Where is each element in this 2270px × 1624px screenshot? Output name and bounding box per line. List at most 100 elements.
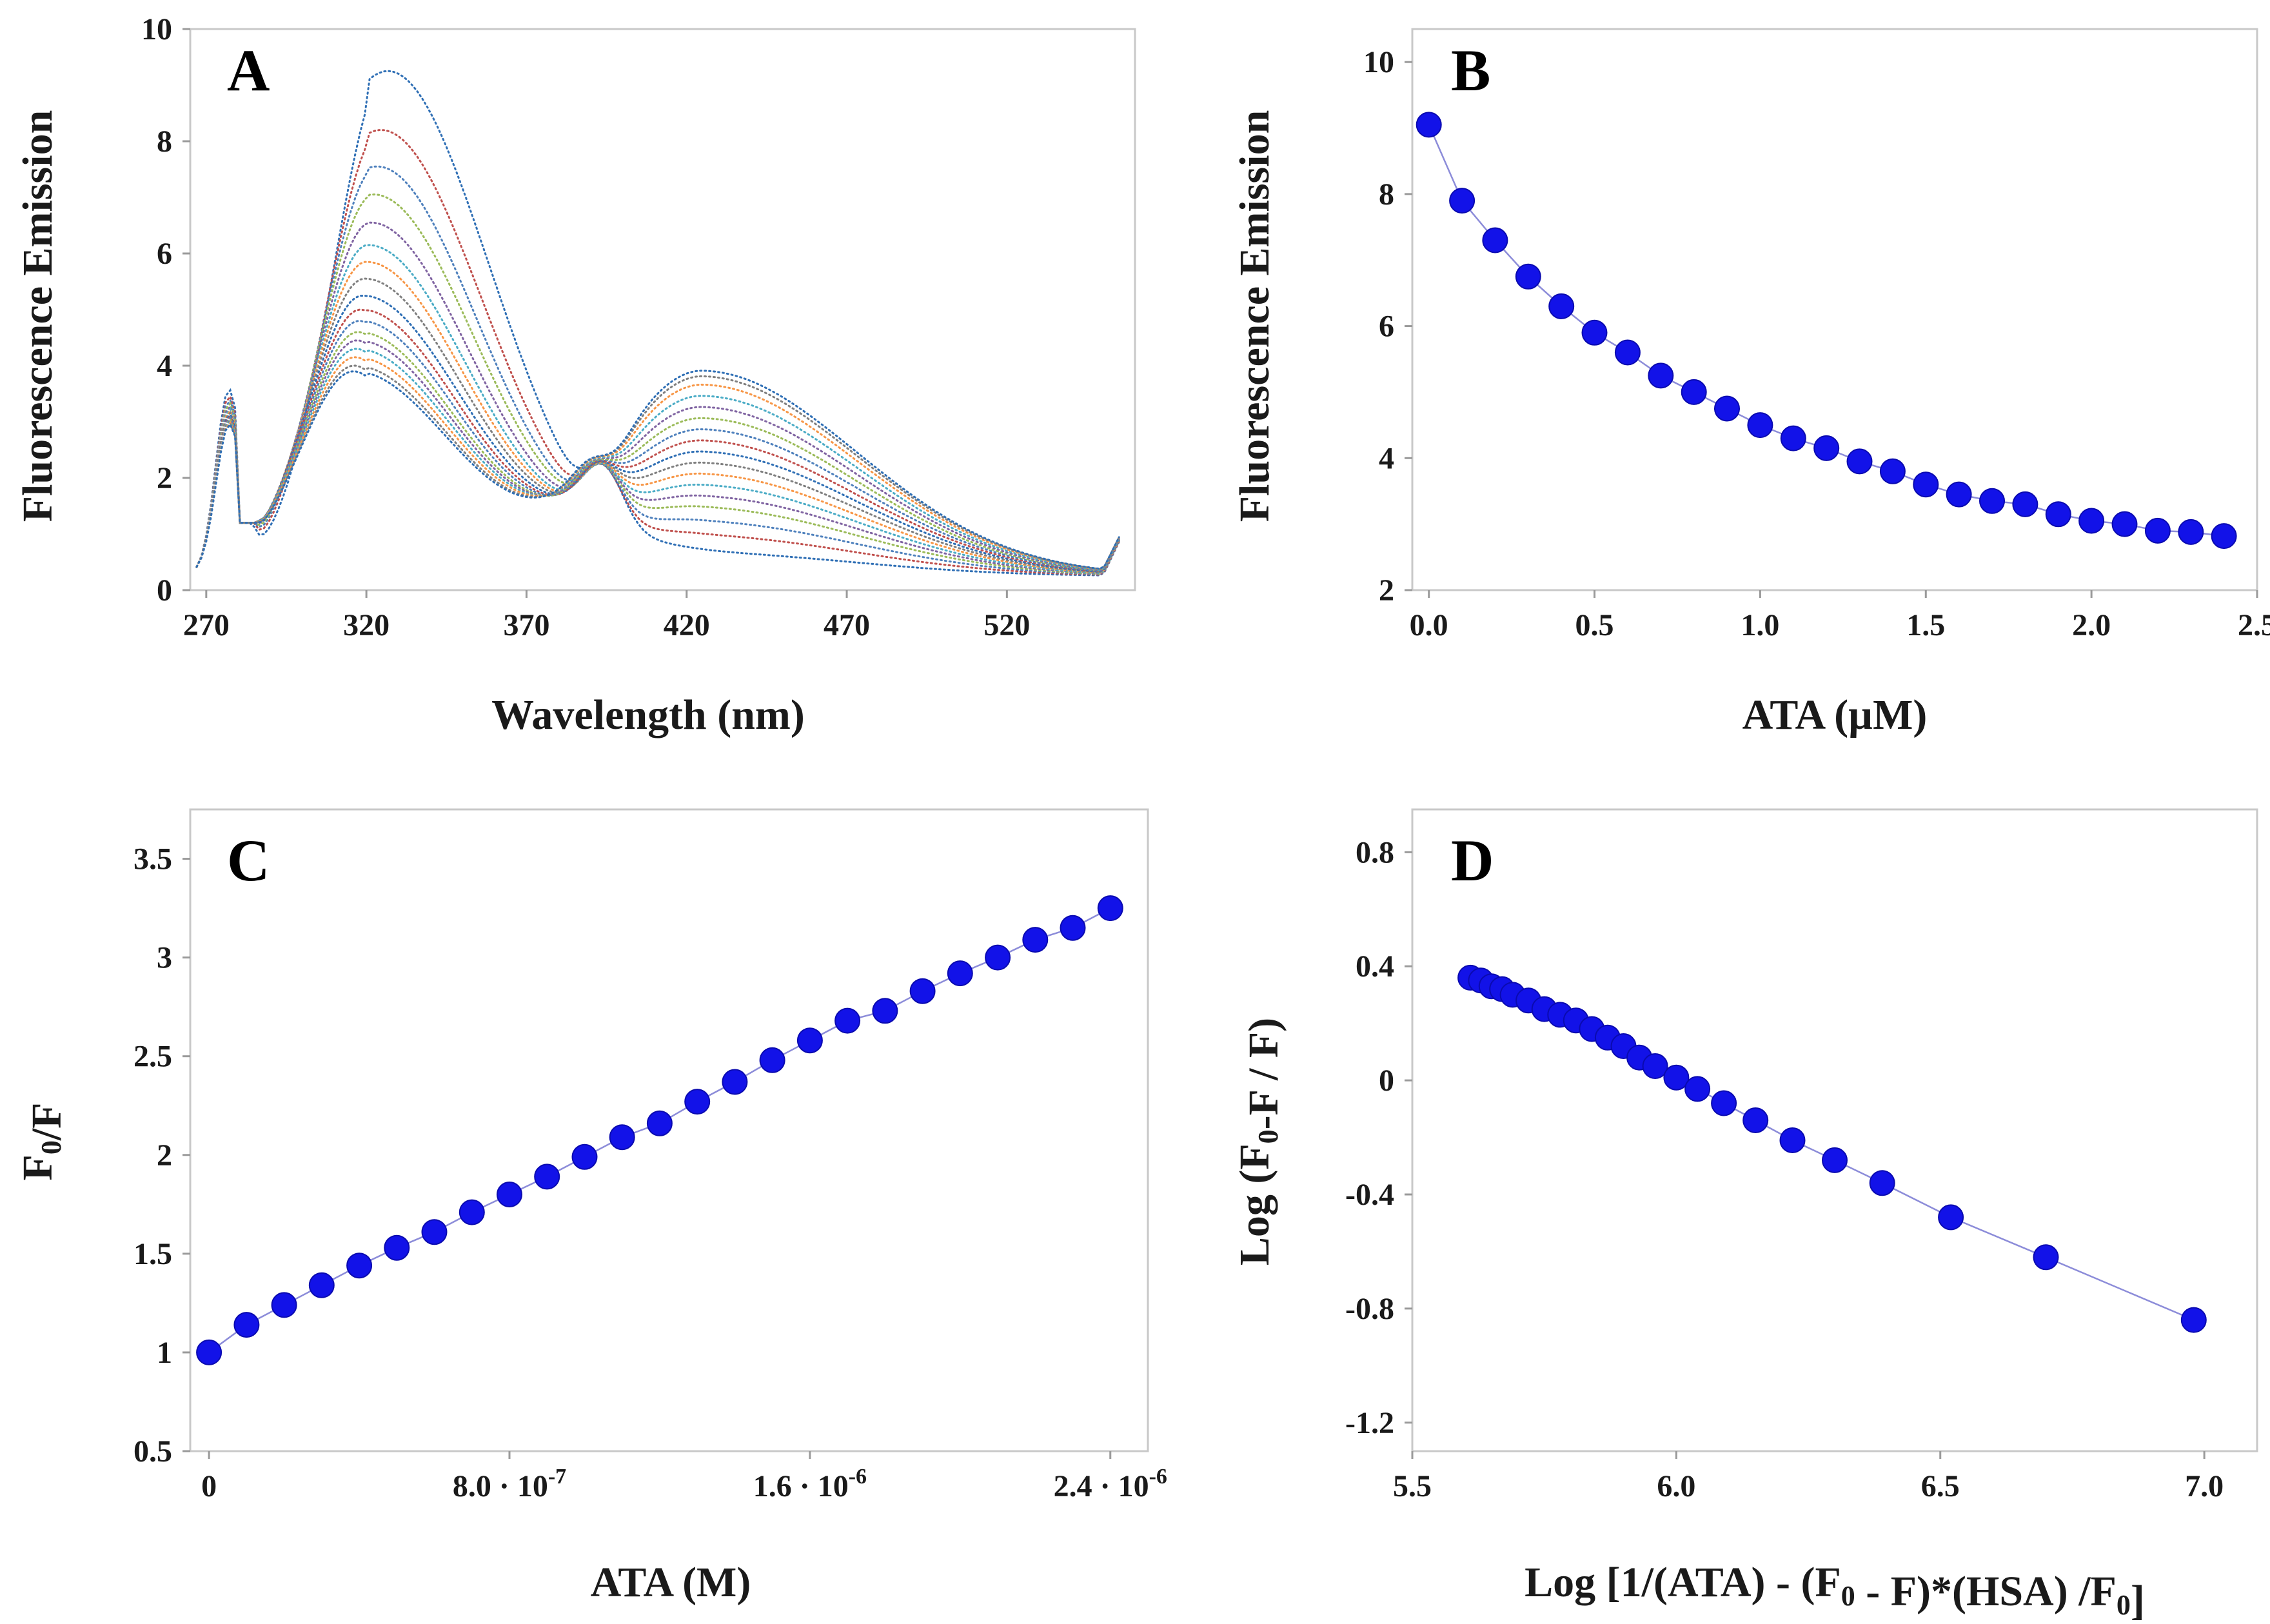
panel-b-data-point xyxy=(2078,508,2105,534)
panel-a-spectrum-curve xyxy=(195,165,1120,575)
panel-c-data-point xyxy=(271,1292,297,1318)
panel-a-spectrum-curve xyxy=(195,308,1120,573)
panel-b-data-point xyxy=(1747,412,1773,439)
panel-a-ytick-label: 10 xyxy=(141,12,172,46)
panel-b-ticks: 0.0 0.5 1.0 1.5 2.0 2.5 2 4 6 8 10 xyxy=(1363,45,2270,642)
panel-b-xlabel: ATA (µM) xyxy=(1742,691,1928,738)
panel-c-data-point xyxy=(196,1339,222,1365)
panel-d-data-point xyxy=(1822,1147,1848,1173)
panel-a-spectrum-curve xyxy=(195,221,1120,575)
panel-b-letter: B xyxy=(1451,37,1490,103)
panel-b-data-point xyxy=(1416,112,1442,138)
panel-c-data-point xyxy=(571,1144,598,1170)
panel-d-ticks: 5.5 6.0 6.5 7.0 -1.2 -0.8 -0.4 0 0.4 0.8 xyxy=(1345,835,2224,1503)
panel-b-data-point xyxy=(1648,362,1674,389)
panel-a-curves xyxy=(195,70,1120,577)
panel-b-data-point xyxy=(1515,263,1541,290)
panel-b-data-point xyxy=(1913,471,1939,498)
panel-d-ytick-label: 0 xyxy=(1379,1064,1394,1098)
panel-a-spectrum-curve xyxy=(195,348,1120,571)
panel-b-fit-line xyxy=(1428,124,2224,537)
panel-c-data-point xyxy=(421,1219,448,1245)
panel-a-plot-frame xyxy=(189,28,1136,591)
panel-d-data-point xyxy=(2180,1307,2207,1333)
panel-a-spectrum-curve xyxy=(195,319,1120,572)
panel-d-plot-frame xyxy=(1411,808,2258,1452)
panel-c-data-point xyxy=(909,978,936,1004)
panel-b-data-point xyxy=(1813,435,1840,461)
panel-d-ytick-label: -1.2 xyxy=(1345,1406,1394,1440)
panel-a-spectrum-curve xyxy=(195,261,1120,574)
panel-d-data-point xyxy=(1742,1107,1769,1133)
panel-a-spectrum-curve xyxy=(195,339,1120,571)
panel-c-xlabel: ATA (M) xyxy=(591,1559,751,1606)
panel-c-data-point xyxy=(233,1312,260,1338)
panel-a-ytick-label: 0 xyxy=(157,573,172,608)
panel-c-points xyxy=(196,895,1123,1365)
panel-b-xtick-label: 1.0 xyxy=(1741,608,1779,642)
panel-d-data-point xyxy=(1663,1064,1690,1091)
panel-d-xlabel: Log [1/(ATA) - (F0 - F)*(HSA) /F0] xyxy=(1525,1559,2145,1624)
panel-a-spectrum-curve xyxy=(195,370,1120,570)
panel-a-ylabel: Fluorescence Emission xyxy=(14,110,61,522)
panel-a-spectrum-curve xyxy=(195,364,1120,570)
panel-b-data-point xyxy=(1946,481,1972,508)
panel-b-data-point xyxy=(1449,188,1476,214)
panel-c-data-point xyxy=(796,1027,823,1054)
panel-b-xtick-label: 1.5 xyxy=(1906,608,1945,642)
panel-c-data-point xyxy=(534,1164,560,1190)
panel-d-points xyxy=(1457,964,2207,1333)
panel-b-ylabel: Fluorescence Emission xyxy=(1231,110,1278,522)
panel-d-xtick-label: 7.0 xyxy=(2185,1469,2224,1503)
panel-b-points xyxy=(1416,112,2237,550)
panel-a-ytick-label: 4 xyxy=(157,349,172,383)
panel-b-data-point xyxy=(2012,491,2038,517)
panel-d-xtick-label: 6.0 xyxy=(1657,1469,1695,1503)
panel-a-ytick-label: 2 xyxy=(157,461,172,495)
panel-b-data-point xyxy=(1780,425,1806,451)
panel-d-ylabel: Log (F0-F / F) xyxy=(1231,1018,1287,1265)
panel-b-ytick-label: 8 xyxy=(1379,177,1394,212)
panel-d-data-point xyxy=(2033,1244,2059,1271)
panel-c: 0 8.0 · 10-7 1.6 · 10-6 2.4 · 10-6 0.5 1 1.5 2 2… xyxy=(14,808,1167,1606)
panel-c-data-point xyxy=(609,1124,635,1151)
panel-a-spectrum-curve xyxy=(195,356,1120,571)
panel-b-data-point xyxy=(2178,519,2204,545)
panel-d-letter: D xyxy=(1451,827,1494,893)
panel-b-fit xyxy=(1428,124,2224,537)
panel-c-xtick-label: 1.6 · 10-6 xyxy=(753,1465,867,1503)
panel-b-data-point xyxy=(1681,379,1707,405)
panel-c-data-point xyxy=(872,998,898,1024)
panel-b-data-point xyxy=(1482,227,1508,253)
panel-a-ytick-label: 6 xyxy=(157,237,172,271)
panel-c-ticks: 0 8.0 · 10-7 1.6 · 10-6 2.4 · 10-6 0.5 1 1.5 2 2… xyxy=(133,842,1167,1503)
panel-a-spectrum-curve xyxy=(195,244,1120,574)
panel-a-spectrum-curve xyxy=(195,331,1120,572)
panel-a-spectrum-curve xyxy=(195,193,1120,575)
panel-c-ytick-label: 1.5 xyxy=(133,1237,172,1271)
panel-d-ytick-label: -0.4 xyxy=(1345,1178,1394,1212)
panel-c-ylabel: F0/F xyxy=(14,1103,70,1181)
panel-b-data-point xyxy=(2045,501,2071,528)
panel-d-xtick-label: 6.5 xyxy=(1921,1469,1960,1503)
panel-c-data-point xyxy=(834,1007,861,1034)
panel-c-plot-frame xyxy=(189,808,1149,1452)
panel-c-data-point xyxy=(1022,927,1049,953)
panel-d-ytick-label: 0.4 xyxy=(1356,949,1394,984)
panel-d-data-point xyxy=(1684,1076,1711,1102)
panel-d-ytick-label: -0.8 xyxy=(1345,1292,1394,1326)
panel-c-ytick-label: 3.5 xyxy=(133,842,172,876)
panel-c-xtick-label: 0 xyxy=(201,1469,217,1503)
panel-d-ytick-label: 0.8 xyxy=(1356,835,1394,869)
panel-d-data-point xyxy=(1938,1204,1964,1231)
panel-b-ytick-label: 10 xyxy=(1363,45,1394,79)
panel-a-xtick-label: 470 xyxy=(824,608,870,642)
panel-b-plot-frame xyxy=(1411,28,2258,591)
panel-b-xtick-label: 0.0 xyxy=(1410,608,1448,642)
panel-b-xtick-label: 2.0 xyxy=(2072,608,2111,642)
panel-b-ytick-label: 2 xyxy=(1379,573,1394,608)
panel-a-ytick-label: 8 xyxy=(157,124,172,159)
panel-a-xtick-label: 270 xyxy=(183,608,230,642)
panel-b-data-point xyxy=(1714,395,1740,422)
panel-a-spectrum-curve xyxy=(195,70,1120,577)
